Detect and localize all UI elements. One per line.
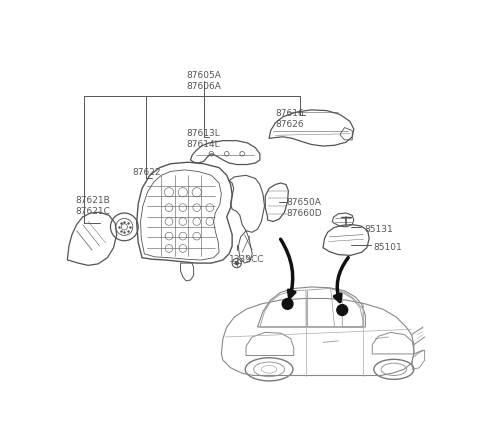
Circle shape (282, 299, 293, 309)
Text: 87616
87626: 87616 87626 (275, 109, 304, 129)
Text: 85101: 85101 (373, 243, 402, 252)
Text: 87621B
87621C: 87621B 87621C (75, 196, 110, 216)
Text: 87605A
87606A: 87605A 87606A (186, 71, 221, 91)
Text: 87650A
87660D: 87650A 87660D (286, 198, 322, 219)
Text: 87613L
87614L: 87613L 87614L (187, 129, 220, 149)
Text: 87622: 87622 (132, 168, 160, 177)
Circle shape (235, 261, 238, 265)
Text: 1339CC: 1339CC (229, 255, 264, 264)
Text: 85131: 85131 (365, 224, 393, 234)
Circle shape (337, 305, 348, 316)
